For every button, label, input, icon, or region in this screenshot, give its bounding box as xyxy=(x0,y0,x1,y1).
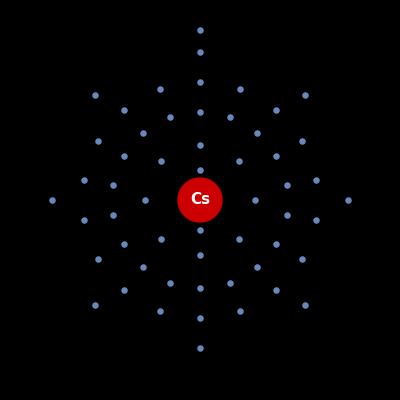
Point xyxy=(237,308,244,314)
Point xyxy=(158,236,164,242)
Point xyxy=(197,79,203,85)
Point xyxy=(92,302,98,308)
Point xyxy=(156,86,163,92)
Point xyxy=(197,49,203,55)
Point xyxy=(197,167,203,173)
Point xyxy=(253,264,260,271)
Point xyxy=(227,114,233,120)
Point xyxy=(197,345,203,351)
Point xyxy=(299,138,305,144)
Point xyxy=(156,308,163,314)
Point xyxy=(252,197,258,203)
Point xyxy=(302,92,308,98)
Point xyxy=(80,176,87,183)
Circle shape xyxy=(178,178,222,222)
Point xyxy=(95,138,101,144)
Point xyxy=(227,280,233,286)
Point xyxy=(140,129,147,136)
Point xyxy=(167,280,173,286)
Point xyxy=(197,252,203,258)
Point xyxy=(120,153,127,159)
Point xyxy=(197,315,203,321)
Point xyxy=(313,176,320,183)
Point xyxy=(120,241,127,247)
Point xyxy=(197,109,203,115)
Point xyxy=(273,287,279,294)
Point xyxy=(197,227,203,233)
Point xyxy=(236,236,242,242)
Point xyxy=(140,264,147,271)
Point xyxy=(121,106,127,113)
Point xyxy=(313,217,320,224)
Point xyxy=(345,197,351,203)
Point xyxy=(158,158,164,164)
Point xyxy=(273,241,280,247)
Point xyxy=(197,27,203,33)
Point xyxy=(253,129,260,136)
Point xyxy=(110,212,116,218)
Point xyxy=(284,182,290,188)
Point xyxy=(197,285,203,291)
Point xyxy=(284,212,290,218)
Point xyxy=(197,142,203,148)
Point xyxy=(236,158,242,164)
Point xyxy=(110,182,116,188)
Point xyxy=(299,256,305,262)
Point xyxy=(167,114,173,120)
Point xyxy=(95,256,101,262)
Point xyxy=(302,302,308,308)
Point xyxy=(121,287,127,294)
Point xyxy=(237,86,244,92)
Text: Cs: Cs xyxy=(190,192,210,208)
Point xyxy=(273,153,280,159)
Point xyxy=(80,217,87,224)
Point xyxy=(49,197,55,203)
Point xyxy=(273,106,279,113)
Point xyxy=(92,92,98,98)
Point xyxy=(142,197,148,203)
